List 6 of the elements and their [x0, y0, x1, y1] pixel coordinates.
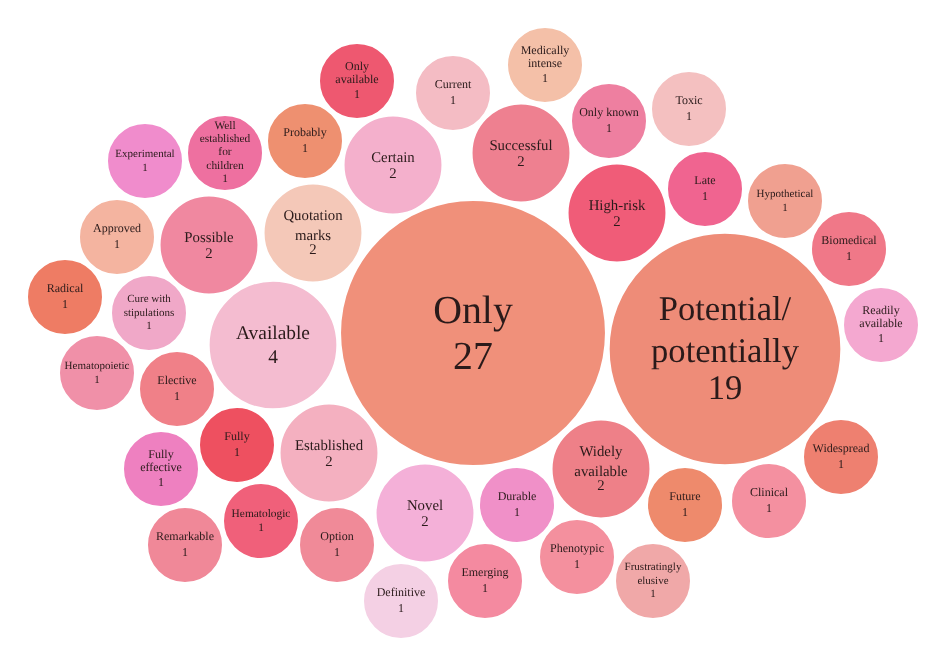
data-label: 27	[453, 334, 493, 379]
data-label: 4	[268, 346, 279, 369]
category-label: Potential/potentially	[651, 290, 800, 370]
category-label: Only	[433, 289, 513, 334]
category-label: Available	[236, 323, 310, 346]
data-label: 19	[707, 369, 743, 408]
